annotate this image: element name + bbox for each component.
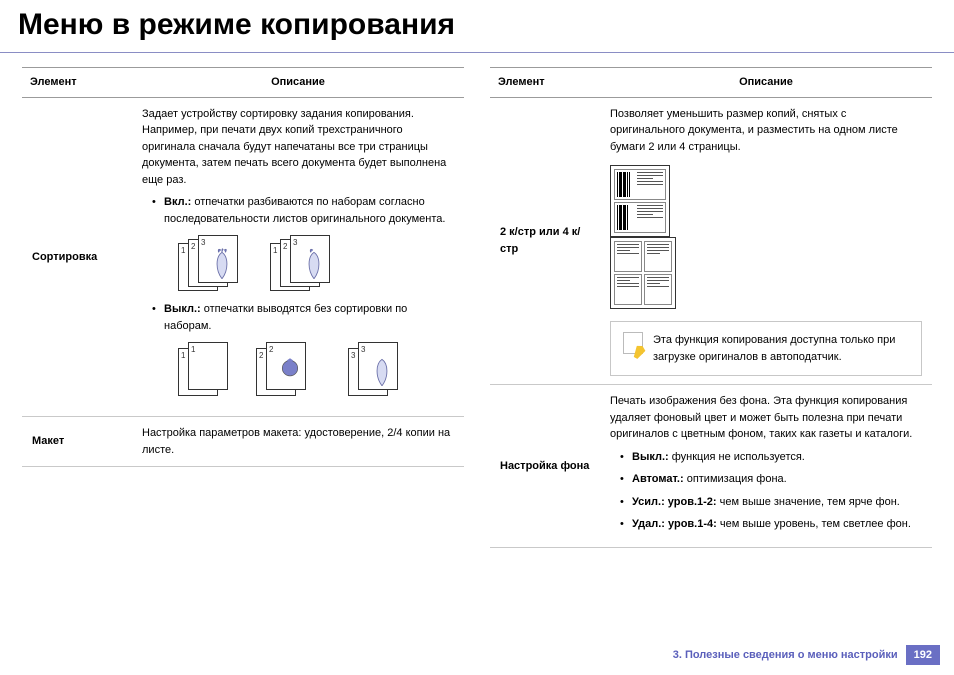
note-text: Эта функция копирования доступна только … [653, 332, 909, 365]
col-header-description: Описание [132, 68, 464, 98]
cell-desc-sort: Задает устройству сортировку задания коп… [132, 97, 464, 417]
desc-text: Позволяет уменьшить размер копий, снятых… [610, 106, 922, 156]
left-table: Элемент Описание Сортировка Задает устро… [22, 67, 464, 467]
collation-on-illustration: 1 2 3 1 2 3 [178, 235, 454, 293]
note-box: Эта функция копирования доступна только … [610, 321, 922, 376]
stack-icon: 1 2 3 [270, 235, 344, 293]
chapter-label: 3. Полезные сведения о меню настройки [673, 649, 898, 661]
stack-icon: 2 2 [256, 342, 330, 400]
cell-element-layout: Макет [22, 417, 132, 467]
cell-desc-bg: Печать изображения без фона. Эта функция… [600, 385, 932, 548]
stack-icon: 1 1 [178, 342, 238, 400]
txt: оптимизация фона. [684, 473, 787, 485]
two-up-icon [610, 165, 670, 237]
opt-off-label: Выкл.: [164, 303, 201, 315]
bg-opt-off: Выкл.: функция не используется. [620, 449, 922, 466]
table-row: Макет Настройка параметров макета: удост… [22, 417, 464, 467]
txt: функция не используется. [669, 451, 805, 463]
table-header-row: Элемент Описание [22, 68, 464, 98]
col-header-element: Элемент [490, 68, 600, 98]
opt-on-text: отпечатки разбиваются по наборам согласн… [164, 196, 445, 225]
table-header-row: Элемент Описание [490, 68, 932, 98]
page-footer: 3. Полезные сведения о меню настройки 19… [673, 645, 940, 665]
bg-opt-erase: Удал.: уров.1-4: чем выше уровень, тем с… [620, 516, 922, 533]
col-header-description: Описание [600, 68, 932, 98]
lbl: Удал.: уров.1-4: [632, 518, 717, 530]
opt-off-text: отпечатки выводятся без сортировки по на… [164, 303, 407, 332]
lbl: Усил.: уров.1-2: [632, 496, 717, 508]
right-column: Элемент Описание 2 к/стр или 4 к/стр Поз… [490, 67, 932, 548]
left-column: Элемент Описание Сортировка Задает устро… [22, 67, 464, 548]
note-icon [623, 332, 643, 354]
stack-icon: 3 3 [348, 342, 422, 400]
four-up-icon [610, 237, 676, 309]
desc-text: Задает устройству сортировку задания коп… [142, 106, 454, 189]
col-header-element: Элемент [22, 68, 132, 98]
option-off: Выкл.: отпечатки выводятся без сортировк… [152, 301, 454, 400]
txt: чем выше уровень, тем светлее фон. [717, 518, 911, 530]
content-columns: Элемент Описание Сортировка Задает устро… [0, 67, 954, 548]
cell-desc-nup: Позволяет уменьшить размер копий, снятых… [600, 97, 932, 385]
cell-element-bg: Настройка фона [490, 385, 600, 548]
option-on: Вкл.: отпечатки разбиваются по наборам с… [152, 194, 454, 293]
cell-desc-layout: Настройка параметров макета: удостоверен… [132, 417, 464, 467]
table-row: 2 к/стр или 4 к/стр Позволяет уменьшить … [490, 97, 932, 385]
table-row: Настройка фона Печать изображения без фо… [490, 385, 932, 548]
nup-illustration [610, 165, 922, 309]
page-number: 192 [906, 645, 940, 665]
cell-element-nup: 2 к/стр или 4 к/стр [490, 97, 600, 385]
stack-icon: 1 2 3 [178, 235, 252, 293]
cell-element-sort: Сортировка [22, 97, 132, 417]
collation-off-illustration: 1 1 2 2 [178, 342, 454, 400]
txt: чем выше значение, тем ярче фон. [717, 496, 900, 508]
opt-on-label: Вкл.: [164, 196, 191, 208]
bg-opt-enhance: Усил.: уров.1-2: чем выше значение, тем … [620, 494, 922, 511]
desc-text: Печать изображения без фона. Эта функция… [610, 393, 922, 443]
page-title: Меню в режиме копирования [0, 0, 954, 53]
lbl: Автомат.: [632, 473, 684, 485]
right-table: Элемент Описание 2 к/стр или 4 к/стр Поз… [490, 67, 932, 548]
lbl: Выкл.: [632, 451, 669, 463]
table-row: Сортировка Задает устройству сортировку … [22, 97, 464, 417]
bg-opt-auto: Автомат.: оптимизация фона. [620, 471, 922, 488]
